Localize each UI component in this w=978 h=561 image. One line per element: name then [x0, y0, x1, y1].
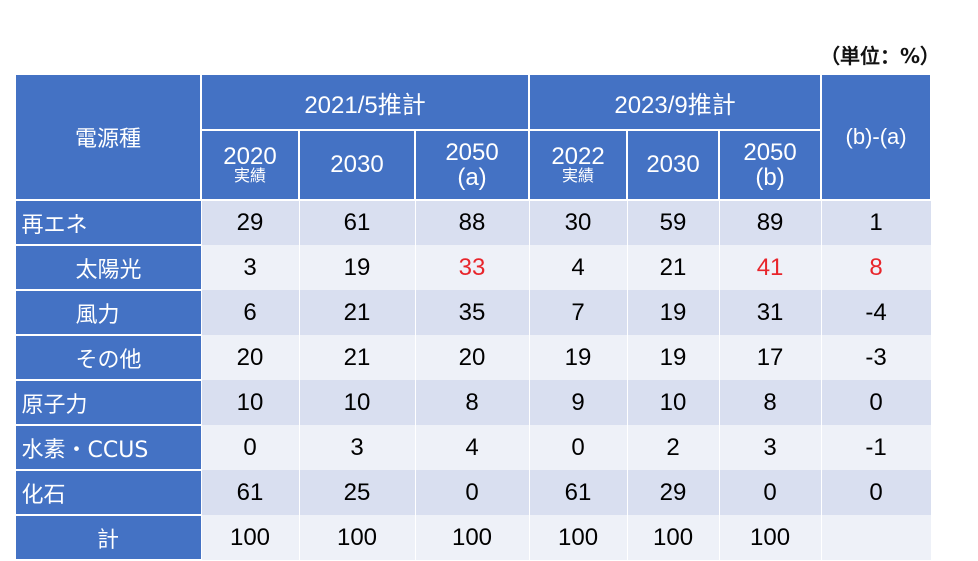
- table-cell: 25: [298, 470, 416, 515]
- table-cell: 0: [528, 425, 628, 470]
- table-cell: 0: [718, 470, 822, 515]
- table-row-hydrogen-ccus: 水素・CCUS 0 3 4 0 2 3 -1: [14, 425, 932, 471]
- table-cell: -4: [820, 290, 932, 335]
- table-cell: 4: [414, 425, 530, 470]
- table-row-wind: 風力 6 21 35 7 19 31 -4: [14, 290, 932, 336]
- table-cell: 89: [718, 200, 822, 245]
- table-cell: 10: [200, 380, 300, 425]
- table-cell: 21: [626, 245, 720, 290]
- table-cell: 20: [200, 335, 300, 380]
- table-cell: 61: [298, 200, 416, 245]
- table-cell: 29: [200, 200, 300, 245]
- table-cell: 17: [718, 335, 822, 380]
- header-col-year: 2022: [551, 143, 605, 170]
- table-row-renewables: 再エネ 29 61 88 30 59 89 1: [14, 200, 932, 246]
- table-cell: 21: [298, 335, 416, 380]
- table-cell: 21: [298, 290, 416, 335]
- unit-label: （単位：%）: [819, 44, 940, 68]
- header-col-note: 実績: [233, 168, 266, 186]
- table-cell-highlight: 8: [820, 245, 932, 290]
- table-cell: [820, 515, 932, 560]
- row-label: 化石: [14, 470, 202, 516]
- table-row-other: その他 20 21 20 19 19 17 -3: [14, 335, 932, 381]
- header-col-6: 2050 (b): [718, 129, 823, 201]
- power-mix-table: 電源種 2021/5推計 2023/9推計 (b)-(a) 2020 実績 20…: [14, 73, 933, 561]
- header-col-3: 2050 (a): [413, 129, 531, 201]
- table-row-total: 計 100 100 100 100 100 100: [14, 515, 932, 561]
- table-cell: 100: [626, 515, 720, 560]
- table-cell: 9: [528, 380, 628, 425]
- table-cell: 0: [414, 470, 530, 515]
- row-label: その他: [14, 335, 202, 381]
- header-col-year: 2050: [743, 138, 797, 166]
- table-cell: 3: [200, 245, 300, 290]
- table-cell: 29: [626, 470, 720, 515]
- table-cell: 88: [414, 200, 530, 245]
- table-cell: 0: [820, 380, 932, 425]
- table-cell: 35: [414, 290, 530, 335]
- table-cell: 19: [298, 245, 416, 290]
- table-cell: 100: [718, 515, 822, 560]
- table-cell: 100: [298, 515, 416, 560]
- table-cell: 10: [298, 380, 416, 425]
- row-label: 風力: [14, 290, 202, 336]
- table-cell: 59: [626, 200, 720, 245]
- table-cell: 4: [528, 245, 628, 290]
- table-cell: 8: [718, 380, 822, 425]
- table-cell: 100: [414, 515, 530, 560]
- header-col-note: (a): [457, 164, 487, 191]
- row-label: 原子力: [14, 380, 202, 426]
- table-cell-highlight: 41: [718, 245, 822, 290]
- table-cell: 100: [200, 515, 300, 560]
- table-cell: 31: [718, 290, 822, 335]
- table-cell: -1: [820, 425, 932, 470]
- table-cell: 20: [414, 335, 530, 380]
- table-cell: 1: [820, 200, 932, 245]
- table-cell: 61: [200, 470, 300, 515]
- header-group-a: 2021/5推計: [199, 73, 531, 131]
- table-cell: 7: [528, 290, 628, 335]
- table-cell: 61: [528, 470, 628, 515]
- header-diff: (b)-(a): [820, 73, 933, 201]
- row-label: 再エネ: [14, 200, 202, 246]
- table-cell: 100: [528, 515, 628, 560]
- header-col-4: 2022 実績: [528, 129, 629, 201]
- table-row-fossil: 化石 61 25 0 61 29 0 0: [14, 470, 932, 516]
- table-cell: 3: [718, 425, 822, 470]
- header-col-year: 2030: [646, 151, 700, 179]
- header-group-b: 2023/9推計: [528, 73, 823, 131]
- table-cell: 0: [820, 470, 932, 515]
- table-cell: 10: [626, 380, 720, 425]
- row-label: 太陽光: [14, 245, 202, 291]
- header-col-year: 2050: [445, 138, 499, 166]
- table-row-nuclear: 原子力 10 10 8 9 10 8 0: [14, 380, 932, 426]
- table-cell: 30: [528, 200, 628, 245]
- row-label: 水素・CCUS: [14, 425, 202, 471]
- table-cell: -3: [820, 335, 932, 380]
- table-row-solar: 太陽光 3 19 33 4 21 41 8: [14, 245, 932, 291]
- row-label: 計: [14, 515, 202, 561]
- table-cell: 6: [200, 290, 300, 335]
- table-cell: 19: [626, 290, 720, 335]
- table-cell: 19: [528, 335, 628, 380]
- header-category: 電源種: [14, 73, 202, 201]
- table-cell: 3: [298, 425, 416, 470]
- header-col-year: 2030: [330, 151, 384, 179]
- header-col-5: 2030: [626, 129, 721, 201]
- header-col-note: (b): [755, 164, 785, 191]
- header-col-year: 2020: [223, 143, 277, 170]
- header-col-1: 2020 実績: [200, 129, 300, 201]
- table-cell: 0: [200, 425, 300, 470]
- header-col-note: 実績: [562, 168, 595, 186]
- table-cell: 2: [626, 425, 720, 470]
- table-cell: 19: [626, 335, 720, 380]
- header-col-2: 2030: [298, 129, 416, 201]
- table-cell-highlight: 33: [414, 245, 530, 290]
- table-cell: 8: [414, 380, 530, 425]
